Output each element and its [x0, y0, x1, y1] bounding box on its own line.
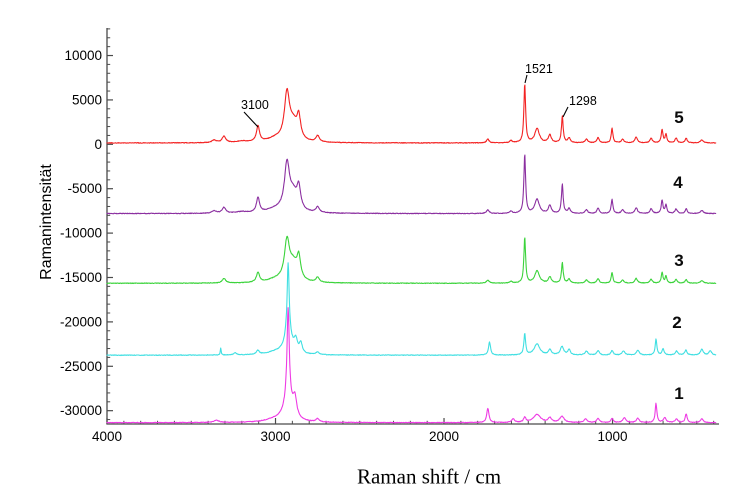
- x-tick-label: 2000: [429, 429, 459, 444]
- trace-number-label-2: 2: [672, 313, 681, 332]
- y-tick-label: 0: [94, 137, 102, 152]
- trace-number-label-1: 1: [674, 384, 683, 403]
- y-tick-label: -25000: [60, 359, 102, 374]
- y-tick-label: -15000: [60, 270, 102, 285]
- trace-number-label-5: 5: [674, 108, 683, 127]
- trace-number-label-3: 3: [674, 251, 683, 270]
- y-tick-label: 10000: [64, 48, 102, 63]
- peak-annotation-1298: 1298: [569, 94, 597, 108]
- x-tick-label: 1000: [598, 429, 628, 444]
- y-tick-label: -10000: [60, 226, 102, 241]
- x-axis-title: Raman shift / cm: [356, 464, 502, 489]
- x-tick-label: 3000: [260, 429, 290, 444]
- y-tick-label: -5000: [67, 181, 102, 196]
- spectrum-trace-3: [106, 235, 717, 285]
- y-tick-label: 5000: [72, 92, 102, 107]
- spectrum-trace-2: [106, 262, 717, 357]
- annotation-leader-line-1521: [524, 74, 528, 84]
- peak-annotation-3100: 3100: [241, 98, 269, 112]
- y-axis-title: Ramanintensität: [38, 164, 55, 280]
- spectrum-trace-1: [106, 307, 717, 424]
- x-tick-label: 4000: [92, 429, 122, 444]
- annotation-leader-line-3100: [243, 111, 259, 128]
- spectrum-trace-5: [106, 84, 717, 144]
- trace-number-label-4: 4: [673, 173, 683, 192]
- peak-annotation-1521: 1521: [525, 62, 553, 76]
- y-tick-label: -30000: [60, 403, 102, 418]
- spectrum-trace-4: [106, 154, 717, 215]
- annotation-leader-line-1298: [562, 106, 569, 118]
- y-tick-label: -20000: [60, 314, 102, 329]
